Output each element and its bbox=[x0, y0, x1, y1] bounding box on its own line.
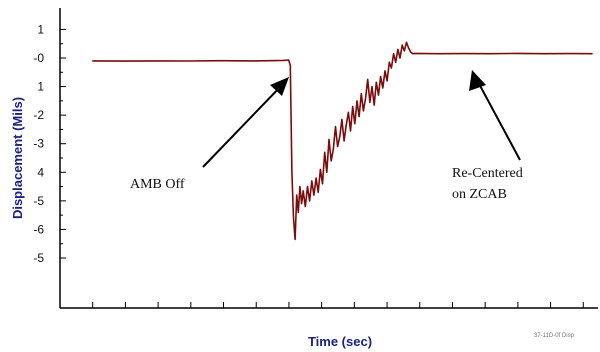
y-tick-label: 1 bbox=[37, 80, 44, 94]
arrow-head-re-centered bbox=[469, 70, 486, 91]
y-tick-label: -6 bbox=[33, 222, 44, 236]
x-axis-label: Time (sec) bbox=[308, 334, 372, 349]
annotation-amb-off: AMB Off bbox=[130, 177, 185, 192]
arrow-re-centered bbox=[476, 79, 521, 161]
y-tick-label: -0 bbox=[33, 51, 44, 65]
footnote: 37-11D-0f Disp bbox=[534, 333, 575, 339]
arrow-head-amb-off bbox=[270, 77, 289, 96]
y-tick-label: -5 bbox=[33, 251, 44, 265]
y-axis-label: Displacement (Mils) bbox=[10, 97, 25, 219]
series-line bbox=[92, 41, 593, 241]
y-tick-label: 4 bbox=[37, 165, 44, 179]
y-tick-label: -5 bbox=[33, 194, 44, 208]
annotation-on-zcab: on ZCAB bbox=[452, 187, 507, 202]
y-tick-label: 1 bbox=[37, 22, 44, 36]
y-tick-label: -3 bbox=[33, 137, 44, 151]
annotation-re-centered: Re-Centered bbox=[452, 166, 523, 181]
y-tick-label: -2 bbox=[33, 108, 44, 122]
arrow-amb-off bbox=[202, 82, 285, 168]
